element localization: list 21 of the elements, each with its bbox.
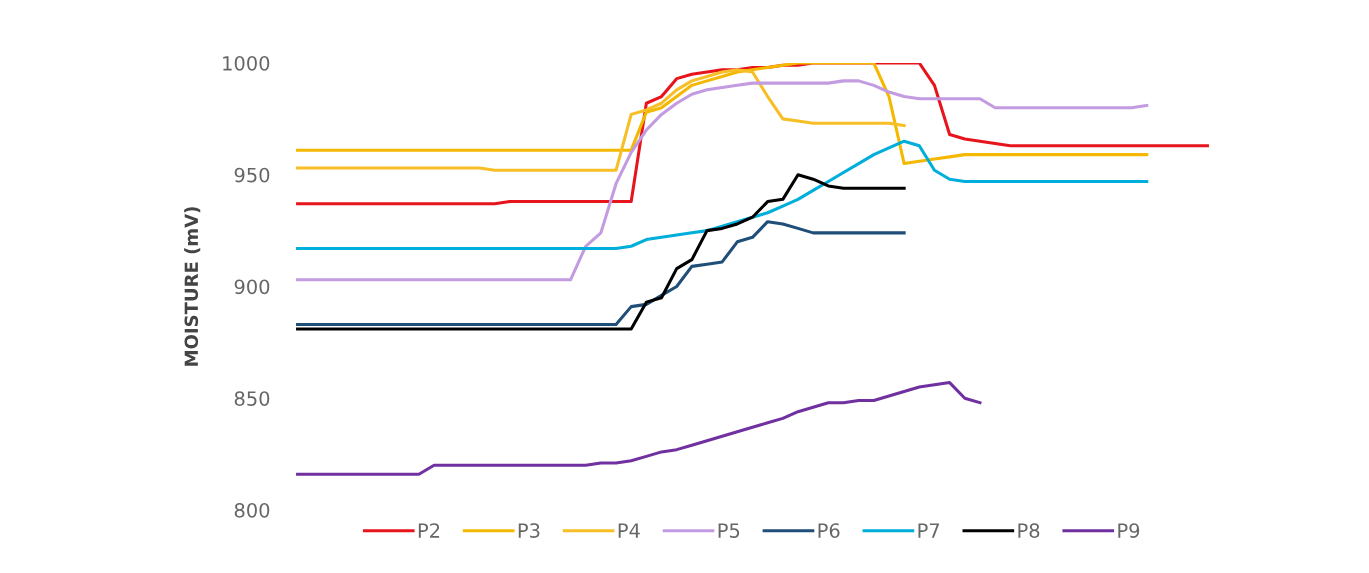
- y-tick-label: 950: [234, 167, 270, 183]
- line-series: [296, 79, 1149, 282]
- legend-label: P5: [718, 523, 740, 538]
- line-series: [296, 63, 1149, 166]
- line-series: [296, 139, 1149, 251]
- legend-label: P8: [1018, 523, 1040, 538]
- line-series: [296, 381, 982, 476]
- y-tick-label: 800: [234, 502, 270, 518]
- legend-label: P2: [418, 523, 440, 538]
- y-tick-label: 1000: [223, 55, 270, 71]
- legend-label: P4: [618, 523, 640, 538]
- line-series: [296, 220, 906, 327]
- line-series: [296, 173, 906, 331]
- legend-label: P9: [1118, 523, 1140, 538]
- legend-label: P3: [518, 523, 540, 538]
- y-tick-label: 850: [234, 391, 270, 406]
- line-series: [296, 68, 906, 172]
- y-tick-label: 900: [234, 279, 270, 295]
- legend-label: P6: [818, 523, 840, 538]
- y-axis-title: MOISTURE (mV): [184, 207, 201, 366]
- legend-label: P7: [918, 523, 940, 538]
